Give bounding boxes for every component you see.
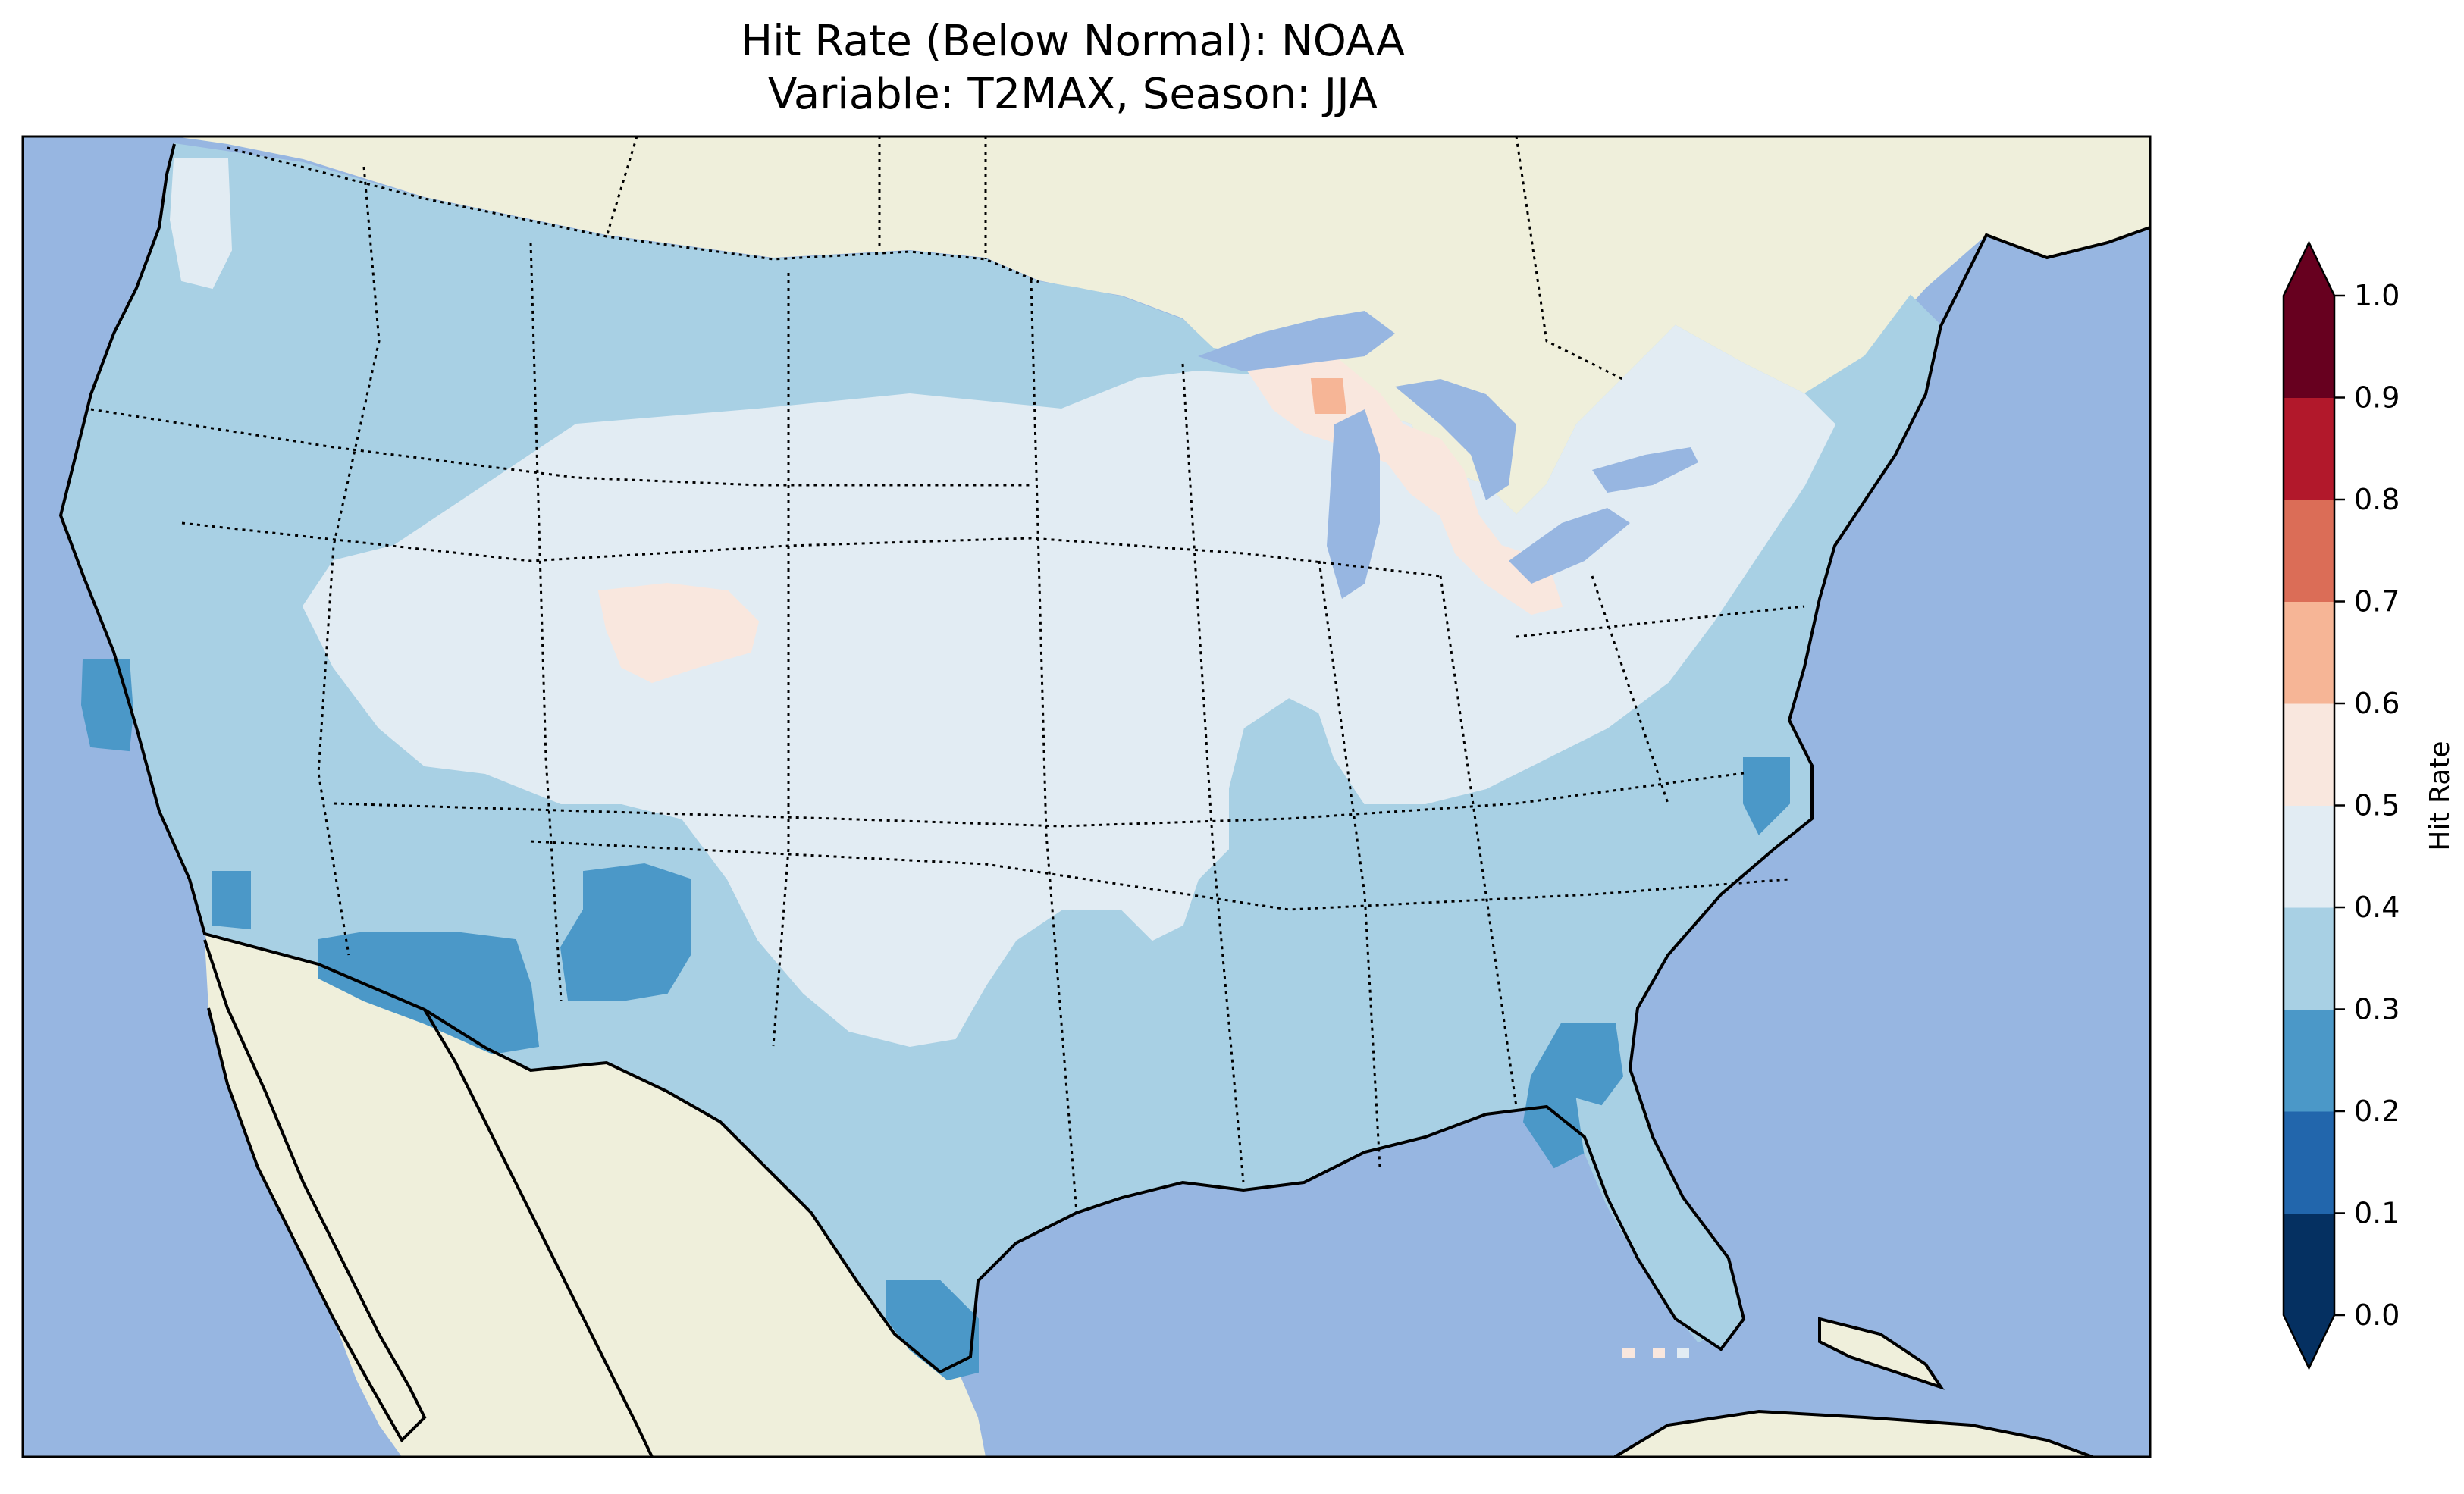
colorbar-bin [2284, 500, 2334, 602]
great-lakes [1198, 311, 1698, 599]
cuba-land [1820, 1319, 1941, 1387]
colorbar-tick-label: 0.4 [2354, 891, 2400, 924]
colorbar-tick-label: 0.0 [2354, 1298, 2400, 1332]
coastline-south-america [1613, 1409, 2093, 1457]
colorbar-bin [2284, 703, 2334, 806]
mexico-land [205, 932, 986, 1457]
colorbar-tick-label: 0.6 [2354, 687, 2400, 720]
region-arizona [318, 932, 540, 1055]
colorbar-bin [2284, 1009, 2334, 1112]
region-florida [1575, 1098, 1730, 1343]
colorbar-tick-label: 1.0 [2354, 279, 2400, 312]
colorbar-bin [2284, 1111, 2334, 1214]
coastline-mexico [423, 1008, 654, 1457]
map-frame [21, 135, 2152, 1458]
colorbar-tick-label: 0.9 [2354, 381, 2400, 415]
colorbar-bin [2284, 296, 2334, 398]
keys-marker-1 [1622, 1348, 1635, 1358]
region-socal [212, 871, 251, 930]
colorbar-bin [2284, 907, 2334, 1010]
region-colorado [597, 582, 760, 684]
colorbar-under-triangle [2284, 1315, 2334, 1368]
colorbar-bin [2284, 397, 2334, 500]
coastline-baja [203, 939, 427, 1443]
colorbar-tick-label: 0.7 [2354, 585, 2400, 619]
map-title-line2: Variable: T2MAX, Season: JJA [767, 70, 1378, 119]
region-pnw-coast-light [169, 158, 233, 290]
coastline-us [58, 143, 2150, 1374]
colorbar-over-triangle [2284, 243, 2334, 296]
keys-marker-3 [1677, 1348, 1689, 1358]
south-america-land [1615, 1411, 2093, 1457]
keys-marker-2 [1653, 1348, 1665, 1358]
colorbar-tick-label: 0.1 [2354, 1197, 2400, 1230]
canada-land [174, 136, 2150, 515]
colorbar-bin [2284, 1213, 2334, 1316]
region-nc-coast [1743, 757, 1790, 835]
state-borders [90, 136, 1805, 1214]
region-california-coast [80, 659, 134, 752]
colorbar-bin [2284, 601, 2334, 704]
colorbar-bin [2284, 805, 2334, 908]
colorbar-tick-label: 0.8 [2354, 483, 2400, 516]
colorbar-tick-label: 0.2 [2354, 1095, 2400, 1128]
region-south-texas [886, 1280, 979, 1381]
colorbar-tick-label: 0.5 [2354, 789, 2400, 822]
colorbar-label: Hit Rate [2425, 741, 2456, 850]
region-michigan-hotspot [1310, 378, 1347, 414]
colorbar-tick-label: 0.3 [2354, 993, 2400, 1026]
map-title-line1: Hit Rate (Below Normal): NOAA [740, 17, 1406, 66]
coastline-cuba [1818, 1317, 1945, 1390]
region-new-mexico [560, 863, 691, 1001]
